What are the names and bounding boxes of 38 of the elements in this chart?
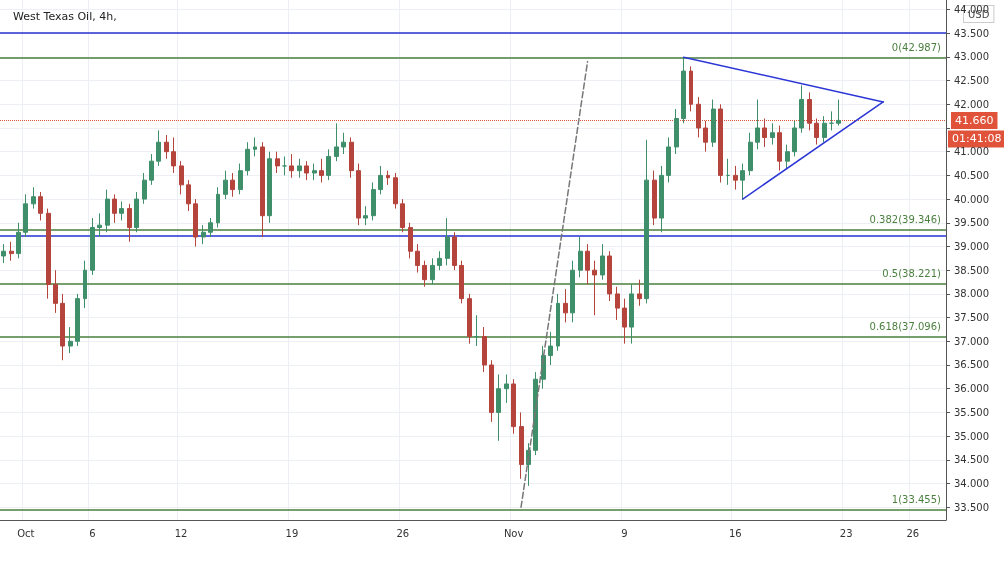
x-tick-label: 12 xyxy=(174,527,188,539)
y-tick-label: 35.500 xyxy=(954,406,989,418)
y-tick-label: 38.000 xyxy=(954,288,989,300)
ref-line-label: 0(42.987) xyxy=(891,41,942,53)
y-tick-label: 38.500 xyxy=(954,264,989,276)
y-tick-label: 43.000 xyxy=(954,51,989,63)
y-tick-label: 36.500 xyxy=(954,359,989,371)
y-tick-label: 41.000 xyxy=(954,146,989,158)
ref-line-label: 1(33.455) xyxy=(891,494,942,506)
text: West Texas Oil, 4h, xyxy=(13,10,117,23)
ref-line-label: 0.618(37.096) xyxy=(869,321,942,333)
x-tick-label: Nov xyxy=(503,527,524,539)
y-tick-label: 37.500 xyxy=(954,312,989,324)
y-tick-label: 43.500 xyxy=(954,27,989,39)
y-tick-label: 34.000 xyxy=(954,478,989,489)
y-tick-label: 37.000 xyxy=(954,335,989,347)
ref-line-label: 0.382(39.346) xyxy=(869,214,942,226)
y-tick-label: 36.000 xyxy=(954,383,989,395)
x-tick-label: 6 xyxy=(89,527,96,539)
x-tick-label: 26 xyxy=(906,527,920,539)
x-tick-label: Oct xyxy=(17,527,35,539)
y-tick-label: 39.000 xyxy=(954,240,989,252)
y-tick-label: 34.500 xyxy=(954,454,989,466)
ref-line-label: 0.5(38.221) xyxy=(882,267,942,279)
y-tick-label: 42.000 xyxy=(954,98,989,110)
text: 01:41:08 xyxy=(952,132,1002,146)
y-tick-label: 35.000 xyxy=(954,430,989,442)
y-tick-label: 42.500 xyxy=(954,75,989,87)
y-tick-label: 40.000 xyxy=(954,193,989,205)
x-tick-label: 23 xyxy=(839,527,853,539)
x-tick-label: 9 xyxy=(621,527,628,539)
y-tick-label: 40.500 xyxy=(954,169,989,181)
x-tick-label: 26 xyxy=(396,527,410,539)
y-tick-label: 33.500 xyxy=(954,501,989,513)
x-tick-label: 19 xyxy=(285,527,299,539)
ref-line-label: 41.660 xyxy=(955,113,994,127)
x-tick-label: 16 xyxy=(729,527,742,539)
y-tick-label: 39.500 xyxy=(954,217,989,229)
